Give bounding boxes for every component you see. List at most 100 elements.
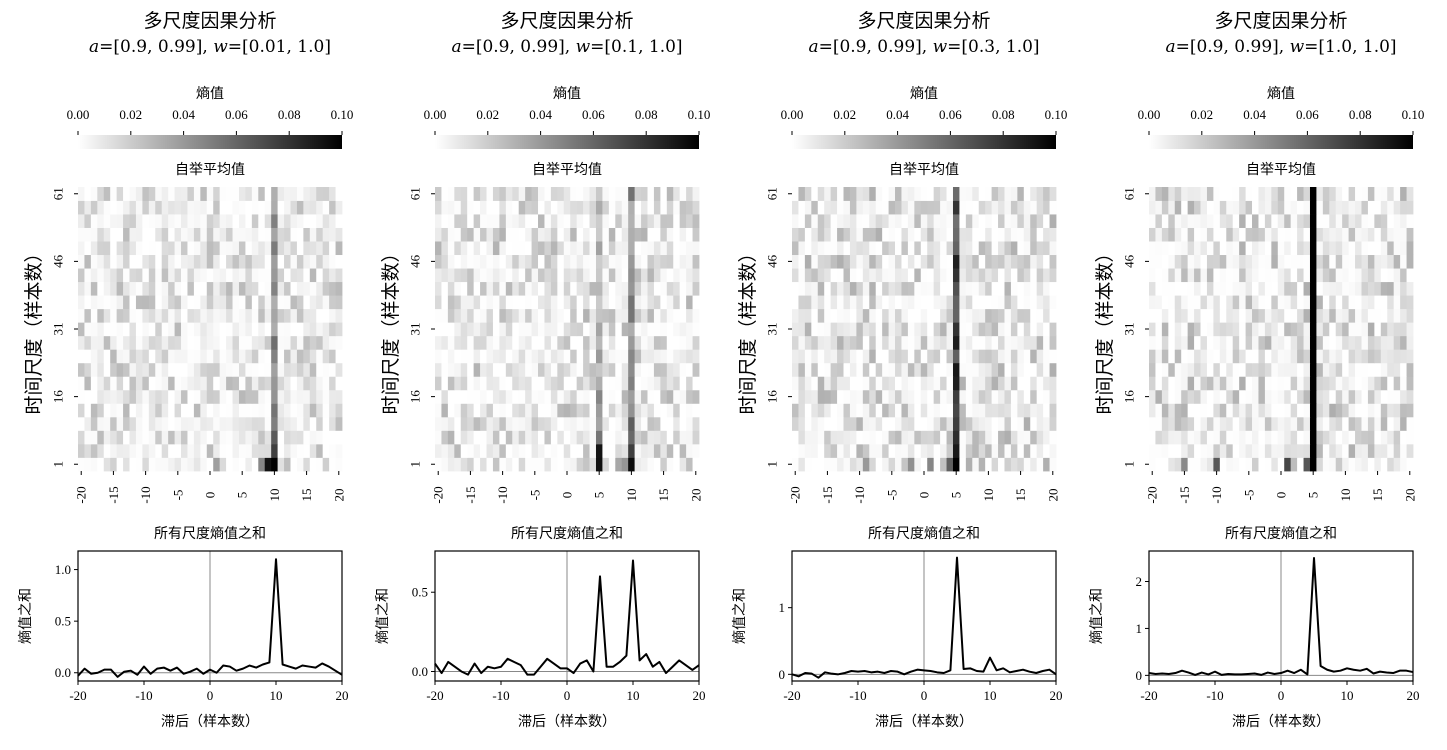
heatmap-cell <box>322 416 330 431</box>
heatmap-cell <box>1017 187 1025 201</box>
heatmap-cell <box>679 200 687 215</box>
heatmap-cell <box>296 349 304 364</box>
heatmap-cell <box>116 362 124 377</box>
heatmap-cell <box>1393 322 1401 337</box>
heatmap-cell <box>792 376 799 391</box>
heatmap-cell <box>856 376 864 391</box>
heatmap-cell <box>1030 457 1038 472</box>
heatmap-cell <box>226 335 233 350</box>
heatmap-cell <box>583 376 590 391</box>
heatmap-cell <box>798 389 806 404</box>
heatmap-cell <box>1316 200 1324 215</box>
heatmap-cell <box>447 403 455 418</box>
heatmap-cell <box>1174 200 1182 215</box>
heatmap-cell <box>830 416 838 431</box>
heatmap-cell <box>837 187 844 201</box>
heatmap-cell <box>1187 389 1195 404</box>
heatmap-cell <box>965 187 973 201</box>
heatmap-cell <box>946 187 954 201</box>
heatmap-cell <box>978 362 986 377</box>
heatmap-cell <box>1023 295 1031 310</box>
heatmap-cell <box>978 335 986 350</box>
heatmap-cell <box>544 335 552 350</box>
heatmap-cell <box>486 335 494 350</box>
heatmap-cell <box>245 214 253 228</box>
heatmap-xtick-label: 15 <box>1013 489 1028 502</box>
heatmap-ylabel: 时间尺度（样本数） <box>1094 243 1116 414</box>
heatmap-cell <box>1245 308 1253 323</box>
heatmap-cell <box>226 268 233 283</box>
heatmap-cell <box>679 295 687 310</box>
heatmap-cell <box>1348 443 1356 458</box>
heatmap-cell <box>576 362 584 377</box>
heatmap-cell <box>193 416 201 431</box>
heatmap-cell <box>135 457 143 472</box>
heatmap-cell <box>869 403 877 418</box>
heatmap-cell <box>1290 443 1298 458</box>
heatmap-cell <box>1187 295 1195 310</box>
heatmap-cell <box>875 268 883 283</box>
heatmap-cell <box>869 308 877 323</box>
heatmap-cell <box>460 214 468 228</box>
heatmap-cell <box>142 200 150 215</box>
heatmap-cell <box>505 295 513 310</box>
heatmap-cell <box>110 389 118 404</box>
heatmap-cell <box>435 389 442 404</box>
heatmap-cell <box>978 403 986 418</box>
heatmap-cell <box>155 187 163 201</box>
heatmap-cell <box>811 389 819 404</box>
heatmap-cell <box>1004 227 1012 242</box>
heatmap-cell <box>1406 254 1414 269</box>
heatmap-cell <box>1309 443 1317 458</box>
heatmap-cell <box>142 403 150 418</box>
heatmap-cell <box>849 200 857 215</box>
heatmap-cell <box>226 295 233 310</box>
heatmap-cell <box>570 241 578 256</box>
heatmap-cell <box>1043 349 1050 364</box>
heatmap-cell <box>843 376 851 391</box>
heatmap-cell <box>576 187 584 201</box>
heatmap-cell <box>335 416 343 431</box>
heatmap-cell <box>232 241 240 256</box>
heatmap-cell <box>271 308 279 323</box>
heatmap-cell <box>849 281 857 296</box>
heatmap-cell <box>907 443 915 458</box>
heatmap-cell <box>135 349 143 364</box>
heatmap-cell <box>213 227 221 242</box>
heatmap-cell <box>1271 349 1279 364</box>
heatmap-cell <box>492 376 500 391</box>
heatmap-cell <box>792 214 799 228</box>
heatmap-cell <box>200 322 208 337</box>
heatmap-cell <box>103 416 111 431</box>
heatmap-cell <box>1264 241 1272 256</box>
heatmap-cell <box>1387 281 1395 296</box>
heatmap-cell <box>965 403 973 418</box>
heatmap-cell <box>116 281 124 296</box>
heatmap-cell <box>251 200 259 215</box>
heatmap-cell <box>1374 268 1382 283</box>
heatmap-cell <box>1030 416 1038 431</box>
heatmap-cell <box>1258 322 1266 337</box>
heatmap-cell <box>473 362 481 377</box>
heatmap-cell <box>608 416 616 431</box>
heatmap-cell <box>895 187 902 201</box>
heatmap-cell <box>647 268 655 283</box>
heatmap-cell <box>1406 430 1414 445</box>
heatmap-cell <box>447 443 455 458</box>
heatmap-cell <box>608 430 616 445</box>
heatmap-cell <box>952 430 960 445</box>
heatmap-cell <box>454 416 462 431</box>
heatmap-cell <box>628 241 636 256</box>
heatmap-cell <box>811 227 819 242</box>
heatmap-cell <box>875 308 883 323</box>
heatmap-cell <box>978 200 986 215</box>
heatmap-cell <box>447 268 455 283</box>
heatmap-cell <box>97 214 105 228</box>
heatmap-cell <box>1393 268 1401 283</box>
heatmap-cell <box>335 308 343 323</box>
heatmap-cell <box>538 227 545 242</box>
heatmap-cell <box>309 322 317 337</box>
heatmap-cell <box>135 241 143 256</box>
heatmap-cell <box>499 214 507 228</box>
heatmap-cell <box>335 430 343 445</box>
